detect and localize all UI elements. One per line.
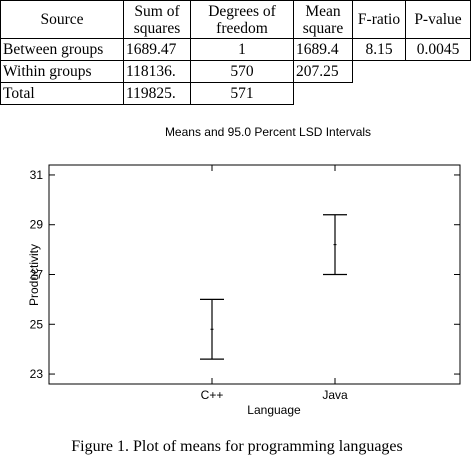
figure-caption: Figure 1. Plot of means for programming … bbox=[71, 438, 403, 455]
y-tick-label: 27 bbox=[30, 268, 44, 282]
header-mean-square: Mean square bbox=[293, 0, 353, 39]
y-tick-label: 31 bbox=[30, 168, 44, 182]
table-cell: 118136. bbox=[123, 60, 191, 83]
header-p-value: P-value bbox=[405, 0, 471, 39]
y-tick-label: 25 bbox=[30, 317, 44, 331]
means-chart: Means and 95.0 Percent LSD Intervals 232… bbox=[27, 125, 461, 417]
table-cell: 1 bbox=[190, 38, 294, 61]
header-sum-of-squares: Sum of squares bbox=[123, 0, 191, 39]
interval-series bbox=[200, 214, 347, 360]
table-cell: Within groups bbox=[0, 60, 124, 83]
table-cell: 0.0045 bbox=[405, 38, 471, 61]
header-f-ratio: F-ratio bbox=[352, 0, 406, 39]
table-blank bbox=[353, 61, 471, 83]
table-cell: 571 bbox=[190, 82, 294, 105]
table-cell: 570 bbox=[190, 60, 294, 83]
table-cell: 1689.47 bbox=[123, 38, 191, 61]
table-cell: Total bbox=[0, 82, 124, 105]
table-blank bbox=[294, 83, 471, 105]
anova-header-row: Source Sum of squares Degrees of freedom M… bbox=[0, 0, 471, 39]
table-row-between: Between groups 1689.47 1 1689.4 8.15 0.0… bbox=[0, 38, 471, 61]
header-degrees-of-freedom: Degrees of freedom bbox=[190, 0, 294, 39]
x-axis: C++ Java bbox=[201, 165, 348, 402]
table-cell: 1689.4 bbox=[293, 38, 353, 61]
table-cell: 119825. bbox=[123, 82, 191, 105]
table-row-total: Total 119825. 571 bbox=[0, 82, 471, 105]
chart-title: Means and 95.0 Percent LSD Intervals bbox=[165, 125, 371, 139]
y-axis-label: Productivity bbox=[27, 244, 41, 306]
anova-table: Source Sum of squares Degrees of freedom M… bbox=[0, 0, 471, 105]
plot-frame bbox=[48, 164, 461, 385]
x-tick-label: Java bbox=[322, 388, 348, 402]
table-cell: 207.25 bbox=[293, 60, 353, 83]
table-cell: Between groups bbox=[0, 38, 124, 61]
x-axis-label: Language bbox=[247, 403, 301, 417]
header-source: Source bbox=[0, 0, 124, 39]
y-tick-label: 29 bbox=[30, 218, 44, 232]
table-cell: 8.15 bbox=[352, 38, 406, 61]
x-tick-label: C++ bbox=[201, 388, 224, 402]
y-axis: 23 25 27 29 31 bbox=[30, 168, 460, 381]
table-row-within: Within groups 118136. 570 207.25 bbox=[0, 60, 471, 83]
y-tick-label: 23 bbox=[30, 367, 44, 381]
